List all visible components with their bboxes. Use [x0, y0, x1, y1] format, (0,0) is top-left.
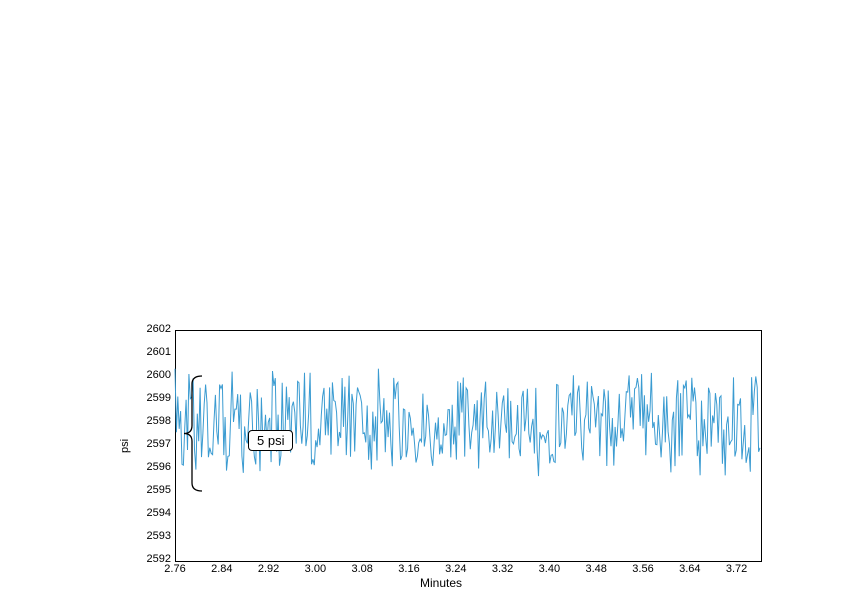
- bottom-x-tick: 3.72: [721, 563, 753, 575]
- bottom-pressure-detail-chart: psi Minutes 2592259325942595259625972598…: [0, 0, 846, 592]
- psi-range-annotation: 5 psi: [248, 430, 293, 451]
- bottom-y-tick: 2597: [137, 438, 171, 450]
- bottom-x-tick: 3.08: [346, 563, 378, 575]
- bottom-y-tick: 2596: [137, 461, 171, 473]
- bottom-y-axis-label: psi: [119, 439, 131, 453]
- bottom-x-tick: 3.56: [627, 563, 659, 575]
- bottom-x-tick: 3.64: [674, 563, 706, 575]
- bottom-x-tick: 3.00: [299, 563, 331, 575]
- bottom-x-tick: 2.84: [206, 563, 238, 575]
- bottom-x-tick: 3.32: [487, 563, 519, 575]
- bottom-y-tick: 2595: [137, 484, 171, 496]
- bottom-x-tick: 3.24: [440, 563, 472, 575]
- bottom-y-tick: 2593: [137, 530, 171, 542]
- bottom-y-tick: 2601: [137, 346, 171, 358]
- pressure-noise-trace: [175, 369, 760, 476]
- bottom-y-tick: 2599: [137, 392, 171, 404]
- bottom-x-axis-label: Minutes: [420, 576, 462, 590]
- bottom-x-tick: 3.48: [580, 563, 612, 575]
- bottom-x-tick: 3.16: [393, 563, 425, 575]
- bottom-x-tick: 3.40: [533, 563, 565, 575]
- bottom-chart-svg: [145, 325, 790, 565]
- bottom-y-tick: 2602: [137, 323, 171, 335]
- bottom-y-tick: 2600: [137, 369, 171, 381]
- bottom-y-tick: 2594: [137, 507, 171, 519]
- bottom-y-tick: 2598: [137, 415, 171, 427]
- bottom-x-tick: 2.92: [253, 563, 285, 575]
- bottom-x-tick: 2.76: [159, 563, 191, 575]
